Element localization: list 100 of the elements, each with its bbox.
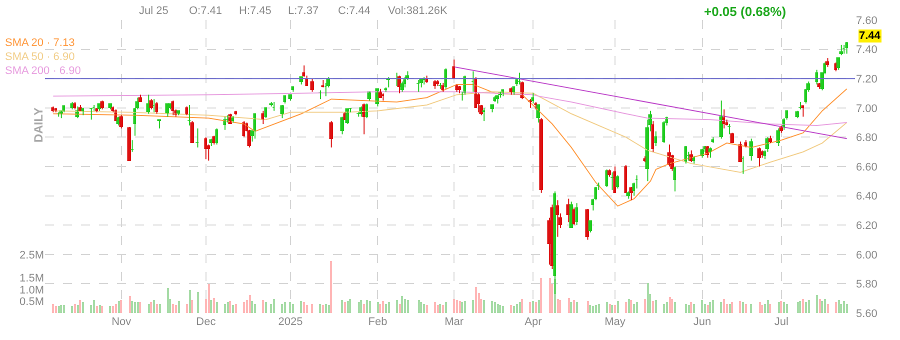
bar: [502, 306, 504, 313]
y-tick-label: 6.20: [856, 220, 878, 232]
y-tick-label: 7.20: [856, 73, 878, 86]
line-series: [52, 91, 848, 173]
candlestick: [839, 44, 843, 56]
bar: [115, 304, 117, 313]
text: C:7.44: [338, 5, 370, 17]
bar: [491, 301, 493, 313]
y-tick-label: 6.40: [856, 190, 878, 203]
bar: [79, 300, 81, 313]
bar: [434, 302, 436, 313]
bar: [96, 306, 98, 313]
bar: [499, 305, 501, 313]
annotation: DAILY: [32, 108, 46, 142]
line-series: [52, 84, 848, 207]
bar: [311, 304, 313, 313]
bar: [808, 300, 810, 313]
bar: [418, 300, 420, 313]
bar: [742, 302, 744, 313]
bar: [472, 300, 474, 313]
bar: [77, 305, 79, 313]
bar: [816, 295, 818, 313]
bar: [360, 300, 362, 313]
bar: [341, 300, 343, 313]
bar: [265, 302, 267, 313]
bar: [475, 287, 477, 313]
bar: [669, 297, 671, 313]
y2-tick-label: 1.5M: [20, 272, 44, 285]
bar: [63, 305, 65, 313]
bar: [445, 302, 447, 313]
bar: [568, 298, 570, 313]
bar: [366, 300, 368, 313]
bar: [399, 304, 401, 313]
y2-tick-label: 1.0M: [20, 284, 44, 296]
x-tick-label: Apr: [524, 316, 542, 328]
text: 7.44: [859, 30, 882, 42]
bar: [592, 306, 594, 313]
bar: [761, 305, 763, 313]
bar: [529, 302, 531, 313]
bar: [197, 292, 199, 313]
bar: [521, 299, 523, 313]
bar: [549, 278, 551, 313]
text: Vol:381.26K: [388, 5, 448, 17]
bar: [685, 304, 687, 313]
bar: [720, 302, 722, 313]
bar: [172, 304, 174, 313]
bar: [606, 302, 608, 313]
bar: [652, 301, 654, 313]
bar: [134, 302, 136, 313]
y-tick-label: 7.60: [856, 14, 878, 27]
bar: [535, 302, 537, 313]
bar: [71, 306, 73, 313]
candlestick: [801, 105, 804, 118]
bar: [55, 306, 57, 313]
bar: [284, 302, 286, 313]
bar: [519, 302, 521, 313]
bar: [407, 300, 409, 313]
bar: [273, 299, 275, 313]
bar: [325, 304, 327, 313]
bar: [625, 302, 627, 313]
bar: [663, 304, 665, 313]
bar: [442, 305, 444, 313]
bar: [243, 302, 245, 313]
bar: [208, 284, 210, 313]
bar: [655, 300, 657, 313]
bar: [363, 304, 365, 313]
bar: [739, 301, 741, 313]
bar: [60, 305, 62, 313]
bar: [235, 304, 237, 313]
bar: [614, 305, 616, 313]
bar: [712, 300, 714, 313]
candlestick: [157, 119, 161, 129]
y2-tick-label: 0.5M: [20, 296, 44, 308]
bar: [647, 283, 649, 313]
bar: [289, 302, 291, 313]
bar: [186, 304, 188, 313]
bar: [723, 299, 725, 313]
bar: [426, 305, 428, 313]
y-tick-label: 5.60: [856, 308, 878, 320]
bar: [281, 304, 283, 313]
bar: [805, 302, 807, 313]
bar: [559, 300, 561, 313]
y-tick-label: 6.80: [856, 132, 878, 144]
bar: [82, 302, 84, 313]
bar: [129, 296, 131, 313]
bar: [843, 301, 845, 313]
candlestick: [490, 104, 494, 113]
bar: [690, 302, 692, 313]
bar: [636, 302, 638, 313]
x-tick-label: Jun: [693, 316, 712, 328]
x-tick-label: Jul: [774, 316, 788, 328]
bar: [178, 301, 180, 313]
bar: [216, 302, 218, 313]
bar: [112, 306, 114, 313]
bar: [456, 300, 458, 313]
x-tick-label: 2025: [278, 316, 303, 328]
bar: [254, 304, 256, 313]
bar: [382, 301, 384, 313]
bar: [764, 304, 766, 313]
bar: [835, 302, 837, 313]
